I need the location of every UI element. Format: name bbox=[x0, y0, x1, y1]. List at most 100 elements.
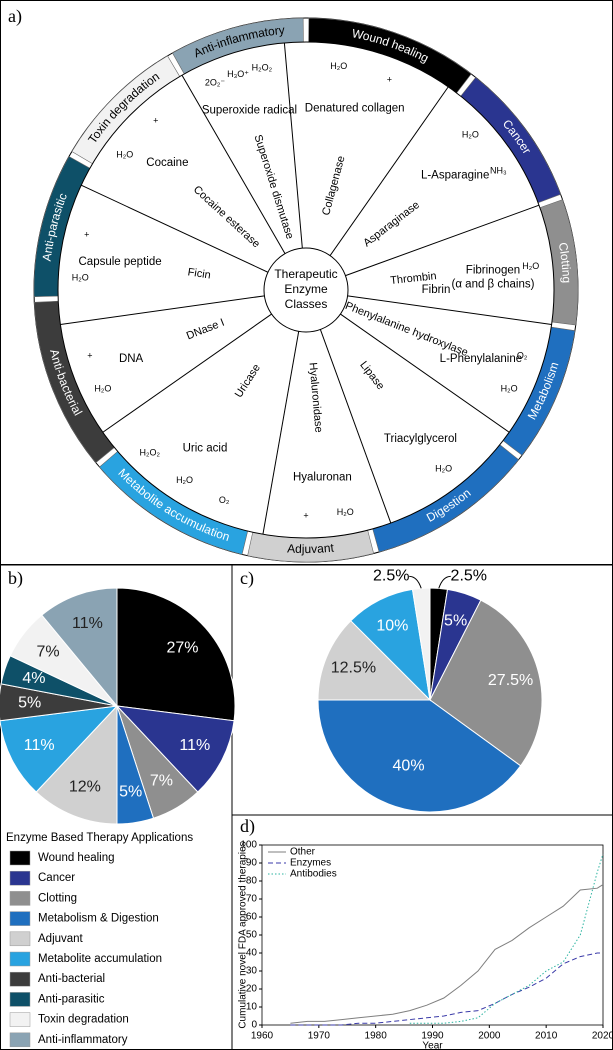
value-label: 5% bbox=[18, 694, 41, 711]
substrate-label: Superoxide radical bbox=[202, 105, 297, 117]
substrate-label: Denatured collagen bbox=[305, 102, 405, 114]
legend-swatch bbox=[9, 992, 31, 1007]
reagent: NH₃ bbox=[490, 166, 507, 176]
pie-slice bbox=[115, 705, 235, 793]
reagent: + bbox=[153, 116, 158, 126]
legend-label: Metabolite accumulation bbox=[38, 953, 162, 965]
leader-line bbox=[438, 575, 451, 589]
x-tick-label: 1980 bbox=[365, 1031, 388, 1042]
y-tick-label: 90 bbox=[246, 858, 258, 869]
reagent: H₂O₂ bbox=[252, 63, 273, 73]
spoke bbox=[329, 86, 449, 256]
x-tick-label: 2000 bbox=[478, 1031, 501, 1042]
reagent: + bbox=[303, 510, 308, 520]
y-tick-label: 20 bbox=[246, 984, 258, 995]
substrate-label: Hyaluronan bbox=[293, 471, 352, 483]
value-label: 12% bbox=[69, 778, 101, 795]
panel-label: b) bbox=[8, 568, 23, 589]
legend-swatch bbox=[9, 951, 31, 967]
enzyme-label: Ficin bbox=[187, 266, 212, 281]
series-line bbox=[290, 952, 603, 1026]
legend-label: Cancer bbox=[38, 872, 75, 884]
reagent: H₂O bbox=[435, 464, 452, 474]
value-label: 2.5% bbox=[373, 568, 409, 585]
y-tick-label: 50 bbox=[246, 930, 258, 941]
center-label: Therapeutic bbox=[274, 267, 337, 281]
reagent: O₂ bbox=[219, 495, 230, 505]
value-label: 7% bbox=[150, 772, 173, 789]
pie-slice bbox=[35, 704, 118, 825]
substrate-label: Uric acid bbox=[183, 443, 228, 455]
reagent: H₂O bbox=[337, 507, 354, 517]
reagent: O₂ bbox=[517, 350, 528, 360]
y-tick-label: 40 bbox=[246, 948, 258, 959]
x-axis-label: Year bbox=[422, 1041, 443, 1050]
spoke bbox=[262, 331, 300, 535]
series-line bbox=[290, 884, 604, 1024]
value-label: 27% bbox=[166, 639, 198, 656]
y-tick-label: 100 bbox=[240, 840, 257, 851]
value-label: 4% bbox=[22, 670, 45, 687]
x-tick-label: 1960 bbox=[251, 1031, 274, 1042]
substrate-label: L-Asparagine bbox=[421, 170, 489, 182]
panel-label: a) bbox=[8, 6, 22, 27]
value-label: 40% bbox=[393, 757, 425, 774]
value-label: 27.5% bbox=[488, 672, 533, 689]
value-label: 5% bbox=[119, 783, 142, 800]
legend-swatch bbox=[9, 870, 31, 886]
x-tick-label: 1990 bbox=[421, 1031, 444, 1042]
legend-swatch bbox=[9, 911, 31, 926]
legend-swatch bbox=[9, 1032, 31, 1048]
reagent: + bbox=[87, 350, 92, 360]
leader-line bbox=[409, 575, 422, 589]
legend-title: Enzyme Based Therapy Applications bbox=[6, 832, 193, 844]
spoke bbox=[60, 295, 265, 326]
value-label: 2.5% bbox=[451, 568, 487, 585]
pie-slice bbox=[429, 599, 543, 767]
legend-swatch bbox=[9, 850, 31, 866]
reagent: H₂O bbox=[116, 149, 133, 159]
legend-label: Anti-bacterial bbox=[38, 973, 105, 985]
legend-label: Adjuvant bbox=[38, 933, 84, 945]
legend-label: Toxin degradation bbox=[38, 1014, 129, 1026]
value-label: 11% bbox=[72, 615, 103, 632]
product-label: Fibrin bbox=[422, 284, 451, 296]
substrate-label: L-Phenylalanine bbox=[440, 353, 522, 365]
y-tick-label: 30 bbox=[246, 966, 258, 977]
value-label: 12.5% bbox=[331, 660, 376, 677]
pie-slice bbox=[41, 587, 118, 708]
y-axis-label: Cumulative novel FDA approved therapies bbox=[238, 841, 249, 1028]
reagent: H₂O bbox=[522, 261, 539, 271]
value-label: 10% bbox=[376, 617, 408, 634]
spoke bbox=[181, 74, 286, 254]
substrate-label: Fibrinogen bbox=[466, 264, 520, 276]
legend-swatch bbox=[9, 1012, 31, 1027]
legend-swatch bbox=[9, 971, 31, 987]
value-label: 7% bbox=[36, 644, 59, 661]
reagent: + bbox=[387, 74, 392, 84]
legend-swatch bbox=[9, 891, 31, 906]
reagent: H₂O bbox=[176, 475, 193, 485]
application-label: Clotting bbox=[556, 241, 574, 283]
reagent: H₂O₂ bbox=[139, 448, 160, 458]
reagent: H₂O bbox=[94, 383, 111, 393]
pie-slice bbox=[317, 699, 522, 813]
reagent: H₂O bbox=[501, 383, 518, 393]
value-label: 11% bbox=[179, 737, 210, 754]
pie-slice bbox=[116, 587, 236, 722]
application-label: Adjuvant bbox=[287, 541, 335, 557]
pie-slice bbox=[0, 705, 119, 793]
spoke bbox=[345, 204, 540, 277]
reagent: H₂O bbox=[330, 61, 347, 71]
substrate-label: Capsule peptide bbox=[79, 256, 162, 268]
spoke bbox=[81, 184, 269, 273]
y-tick-label: 80 bbox=[246, 876, 258, 887]
center-label: Enzyme bbox=[284, 282, 328, 296]
y-tick-label: 60 bbox=[246, 912, 258, 923]
reagent: H₂O bbox=[462, 129, 479, 139]
legend-label: Anti-inflammatory bbox=[38, 1034, 128, 1046]
legend-label: Anti-parasitic bbox=[38, 993, 105, 1005]
reagent: + bbox=[84, 230, 89, 240]
x-tick-label: 2020 bbox=[592, 1031, 613, 1042]
center-label: Classes bbox=[285, 297, 328, 311]
